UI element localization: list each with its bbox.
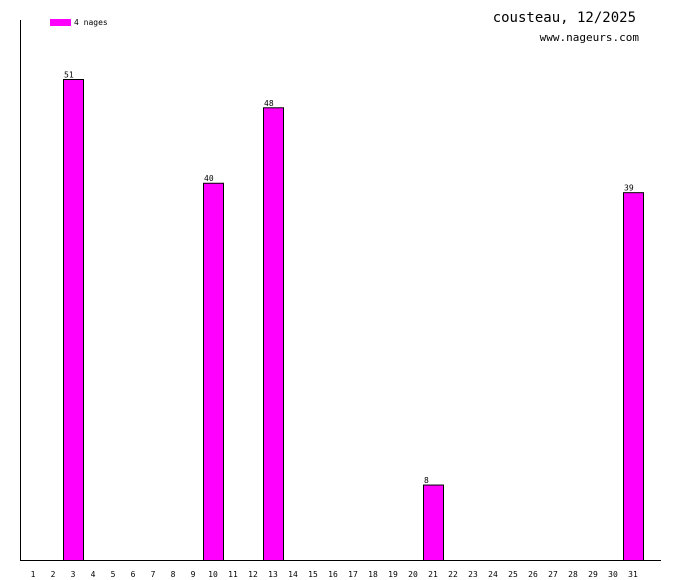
x-tick-label: 13 <box>268 570 278 579</box>
legend-label: 4 nages <box>74 18 108 27</box>
x-tick-labels: 1 2 3 4 5 6 7 8 9 10 11 12 13 14 15 16 17 18 19 20 21 22 23 24 2… <box>31 570 638 579</box>
x-tick-label: 15 <box>308 570 318 579</box>
chart-subtitle: www.nageurs.com <box>540 31 640 44</box>
x-tick-label: 29 <box>588 570 598 579</box>
x-tick-label: 25 <box>508 570 518 579</box>
x-tick-label: 21 <box>428 570 438 579</box>
x-tick-label: 11 <box>228 570 238 579</box>
x-tick-label: 7 <box>151 570 156 579</box>
x-tick-label: 17 <box>348 570 358 579</box>
x-tick-label: 8 <box>171 570 176 579</box>
bars-group: 51 40 48 8 39 <box>63 71 644 562</box>
bar-day-13 <box>263 107 284 561</box>
legend-swatch <box>50 19 71 26</box>
bar-value-label: 8 <box>424 476 429 485</box>
x-tick-label: 27 <box>548 570 558 579</box>
x-tick-label: 20 <box>408 570 418 579</box>
x-tick-label: 19 <box>388 570 398 579</box>
x-tick-label: 3 <box>71 570 76 579</box>
x-tick-label: 18 <box>368 570 378 579</box>
bar-day-21 <box>423 484 444 561</box>
legend: 4 nages <box>50 18 108 27</box>
x-tick-label: 1 <box>31 570 36 579</box>
x-tick-label: 6 <box>131 570 136 579</box>
bar-value-label: 48 <box>264 99 274 108</box>
chart-title: cousteau, 12/2025 <box>493 10 636 26</box>
bar-value-label: 40 <box>204 174 214 183</box>
x-tick-label: 31 <box>628 570 638 579</box>
x-tick-label: 14 <box>288 570 298 579</box>
x-tick-label: 9 <box>191 570 196 579</box>
x-tick-label: 2 <box>51 570 56 579</box>
x-tick-label: 28 <box>568 570 578 579</box>
bar-day-31 <box>623 192 644 561</box>
x-tick-label: 10 <box>208 570 218 579</box>
x-tick-label: 23 <box>468 570 478 579</box>
x-tick-label: 16 <box>328 570 338 579</box>
bar-value-label: 39 <box>624 184 634 193</box>
x-tick-label: 26 <box>528 570 538 579</box>
x-tick-label: 12 <box>248 570 258 579</box>
x-tick-label: 30 <box>608 570 618 579</box>
bar-day-3 <box>63 79 84 561</box>
x-tick-label: 4 <box>91 570 96 579</box>
x-tick-label: 5 <box>111 570 116 579</box>
bar-value-label: 51 <box>64 71 74 80</box>
x-tick-label: 24 <box>488 570 498 579</box>
bar-day-10 <box>203 182 224 562</box>
x-tick-label: 22 <box>448 570 458 579</box>
